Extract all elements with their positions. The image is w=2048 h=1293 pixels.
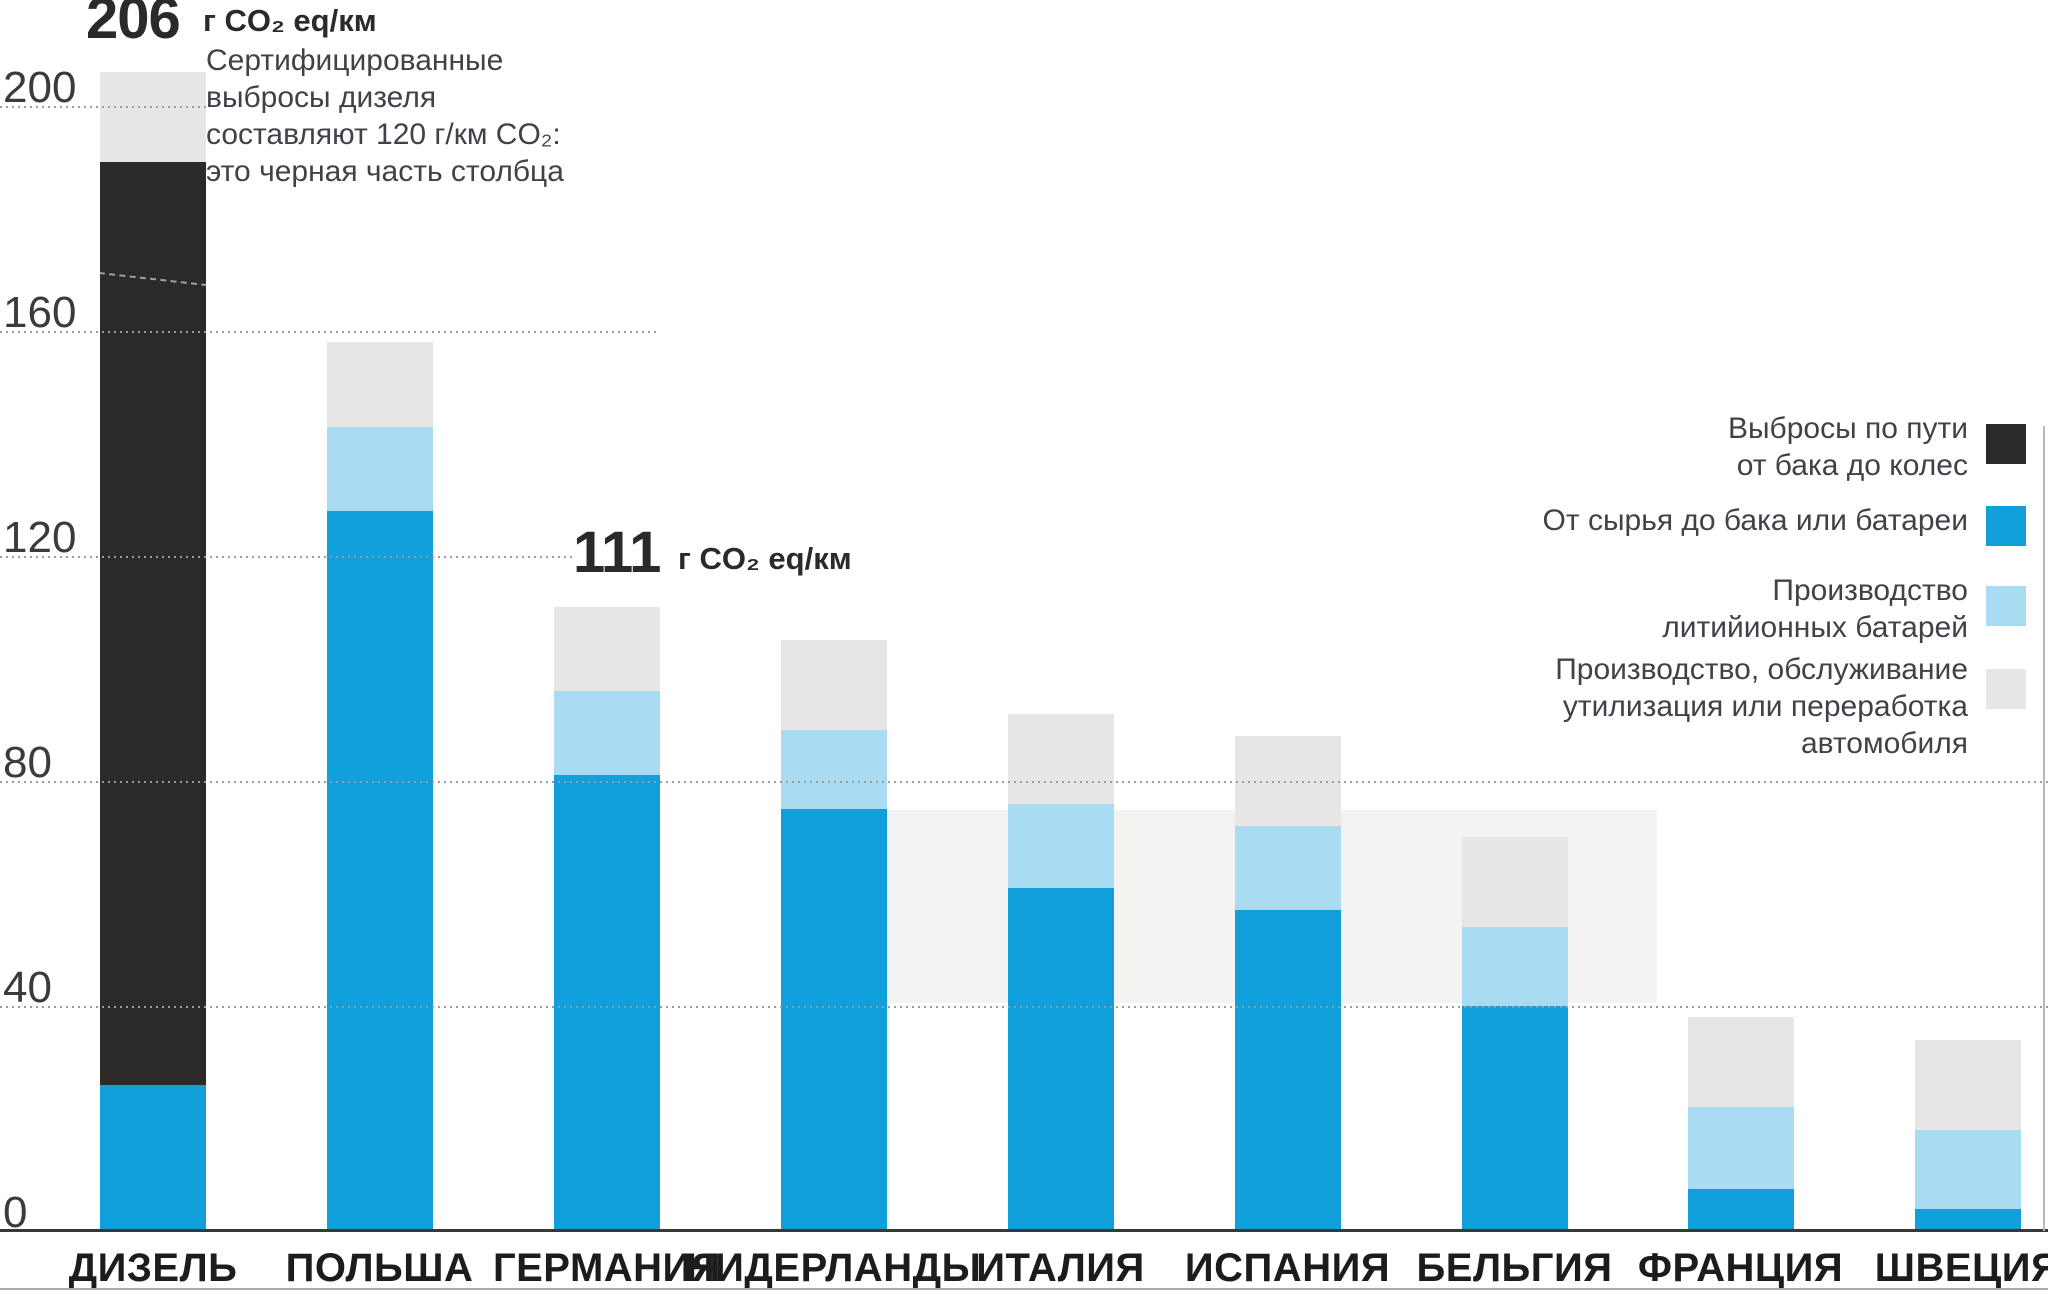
bar-ИТАЛИЯ <box>1007 713 1114 1231</box>
bar-segment <box>100 72 206 163</box>
bar-segment <box>1234 826 1341 911</box>
bar-segment <box>1461 927 1568 1006</box>
diesel-note: Сертифицированные выбросы дизеля составл… <box>206 42 564 190</box>
bar-segment <box>326 342 433 427</box>
legend-swatch <box>1986 669 2026 709</box>
legend-item-line: Выбросы по пути <box>1727 412 1968 445</box>
bar-segment <box>326 426 433 511</box>
bar-segment <box>1687 1107 1794 1189</box>
legend-item-line: автомобиля <box>1800 727 1968 760</box>
y-axis-tick-label: 0 <box>3 1188 28 1237</box>
right-edge-rule <box>2043 426 2045 1231</box>
x-axis-label: ФРАНЦИЯ <box>1637 1246 1844 1290</box>
bar-БЕЛЬГИЯ <box>1461 837 1568 1231</box>
x-axis-label: БЕЛЬГИЯ <box>1416 1246 1613 1290</box>
germany-total-value: 111 <box>573 520 661 585</box>
bar-segment <box>1914 1208 2021 1231</box>
x-axis-label: ШВЕЦИЯ <box>1874 1246 2048 1290</box>
bar-segment <box>1914 1129 2021 1209</box>
gridline-120 <box>0 556 573 558</box>
bar-segment <box>780 730 887 810</box>
bar-ИСПАНИЯ <box>1234 736 1341 1231</box>
bar-segment <box>1007 803 1114 888</box>
diesel-note-line: это черная часть столбца <box>206 155 564 188</box>
legend-item-line: Производство <box>1772 574 1968 607</box>
bar-segment <box>780 809 887 1231</box>
bar-НИДЕРЛАНДЫ <box>780 640 887 1231</box>
bar-segment <box>1007 887 1114 1231</box>
legend-item-line: Производство, обслуживание <box>1555 653 1968 686</box>
bar-ДИЗЕЛЬ <box>100 72 206 1231</box>
bar-segment <box>1007 713 1114 804</box>
bar-segment <box>554 691 660 776</box>
bar-segment <box>554 606 660 691</box>
x-axis-label: ГЕРМАНИЯ <box>492 1246 722 1290</box>
legend-item-line: литийионных батарей <box>1662 611 1968 644</box>
bar-segment <box>1461 1006 1568 1231</box>
x-axis-label: ДИЗЕЛЬ <box>68 1246 238 1290</box>
bar-segment <box>326 511 433 1231</box>
bar-segment <box>100 1084 206 1231</box>
bar-segment <box>100 162 206 1085</box>
legend-swatch <box>1986 506 2026 546</box>
legend-item-label: От сырья до бака или батареи <box>1543 502 1968 539</box>
x-axis-label: ИСПАНИЯ <box>1184 1246 1391 1290</box>
bar-ГЕРМАНИЯ <box>554 606 660 1231</box>
bar-segment <box>554 775 660 1231</box>
legend-item-line: от бака до колес <box>1736 449 1968 482</box>
diesel-note-line: составляют 120 г/км CO₂: <box>206 118 561 151</box>
bar-segment <box>1687 1017 1794 1108</box>
x-axis-line <box>0 1229 2048 1232</box>
gridline-160 <box>0 331 658 333</box>
y-axis-tick-label: 120 <box>3 513 77 562</box>
legend-item-label: Выбросы по пути от бака до колес <box>1728 410 1968 484</box>
bar-ПОЛЬША <box>326 342 433 1231</box>
x-axis-label: ПОЛЬША <box>285 1246 474 1290</box>
bar-segment <box>780 640 887 731</box>
legend-swatch <box>1986 586 2026 626</box>
diesel-note-line: Сертифицированные <box>206 44 504 77</box>
bar-ШВЕЦИЯ <box>1914 1039 2021 1231</box>
figure-bottom-border <box>0 1288 2048 1290</box>
diesel-total-unit: г CO₂ eq/км <box>203 3 377 38</box>
y-axis-tick-label: 160 <box>3 288 77 337</box>
gridline-80 <box>0 781 2048 783</box>
bar-ФРАНЦИЯ <box>1687 1017 1794 1231</box>
x-axis-label: НИДЕРЛАНДЫ <box>685 1246 982 1290</box>
bar-segment <box>1914 1039 2021 1130</box>
bar-segment <box>1687 1188 1794 1231</box>
y-axis-tick-label: 200 <box>3 63 77 112</box>
bar-segment <box>1234 910 1341 1231</box>
y-axis-tick-label: 40 <box>3 963 52 1012</box>
legend-item-line: утилизация или переработка <box>1562 690 1968 723</box>
bar-segment <box>1461 837 1568 928</box>
y-axis-tick-label: 80 <box>3 738 52 787</box>
legend-swatch <box>1986 424 2026 464</box>
gridline-200 <box>0 106 207 108</box>
legend-item-label: Производство, обслуживание утилизация или… <box>1555 651 1968 762</box>
germany-total-unit: г CO₂ eq/км <box>678 541 852 576</box>
diesel-note-line: выбросы дизеля <box>206 81 437 114</box>
diesel-total-value: 206 <box>86 0 181 51</box>
x-axis-label: ИТАЛИЯ <box>976 1246 1145 1290</box>
legend-item-line: От сырья до бака или батареи <box>1542 504 1968 537</box>
legend-item-label: Производство литийионных батарей <box>1662 572 1968 646</box>
gridline-40 <box>0 1006 2048 1008</box>
